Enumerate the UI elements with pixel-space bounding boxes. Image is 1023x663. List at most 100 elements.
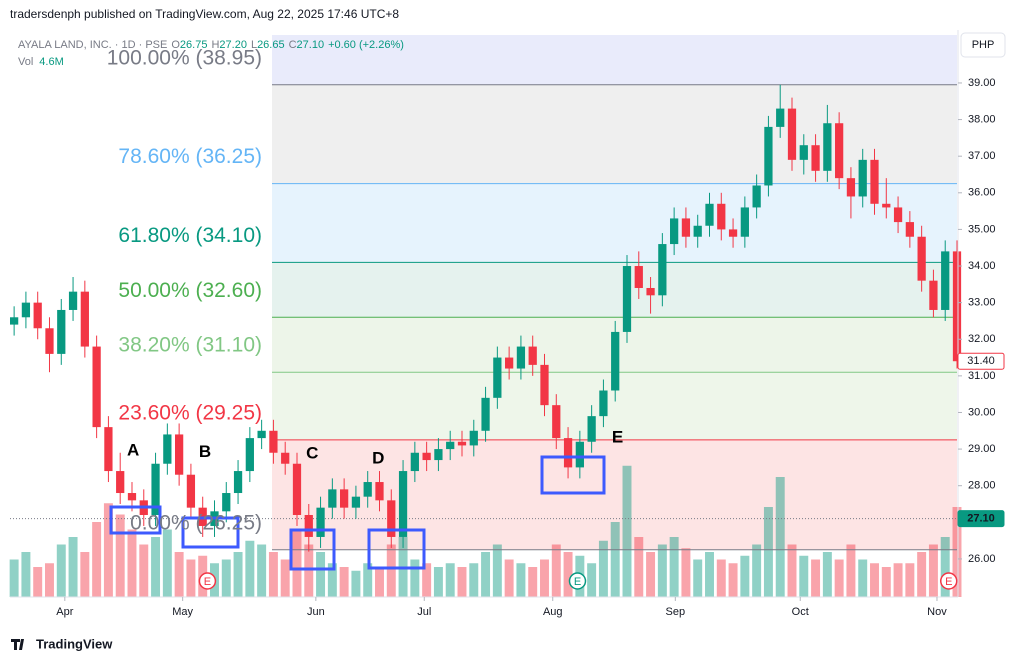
candle-body bbox=[552, 405, 561, 439]
candle-body bbox=[257, 430, 266, 439]
candle-body bbox=[905, 222, 914, 237]
legend: AYALA LAND, INC. · 1D · PSE O26.75 H27.20 L… bbox=[18, 39, 404, 51]
candle-body bbox=[68, 291, 78, 310]
x-tick-label: Aug bbox=[543, 606, 563, 618]
box-e bbox=[540, 455, 606, 495]
y-tick-label: 35.00 bbox=[968, 223, 996, 235]
candle-body bbox=[351, 496, 361, 508]
y-tick-label: 39.00 bbox=[968, 77, 996, 89]
y-tick-label: 32.00 bbox=[968, 333, 996, 345]
candle-body bbox=[233, 471, 243, 494]
candle-body bbox=[281, 452, 290, 464]
volume-bar bbox=[45, 563, 54, 597]
candle-body bbox=[328, 489, 337, 508]
y-tick-label: 30.00 bbox=[968, 406, 996, 418]
candle-body bbox=[186, 474, 196, 508]
legend-key: H bbox=[211, 39, 219, 51]
candle-body bbox=[846, 178, 856, 197]
volume-bar bbox=[775, 477, 785, 597]
volume-bar bbox=[351, 570, 361, 597]
volume-bar bbox=[422, 563, 432, 597]
candle-body bbox=[658, 244, 667, 296]
legend-symbol: AYALA LAND, INC. · 1D · PSE bbox=[18, 39, 167, 51]
volume-bar bbox=[469, 563, 479, 597]
annotation: A bbox=[127, 440, 139, 459]
volume-bar bbox=[339, 567, 349, 597]
candle-body bbox=[599, 390, 608, 417]
volume-bar bbox=[457, 567, 467, 597]
candle-body bbox=[622, 266, 632, 332]
y-tick-label: 33.00 bbox=[968, 297, 996, 309]
volume-bar bbox=[952, 507, 962, 597]
earnings-marker bbox=[939, 572, 958, 590]
annotation: C bbox=[306, 443, 318, 462]
legend-value: 27.10 bbox=[297, 39, 325, 51]
volume-bar bbox=[92, 522, 102, 597]
header: tradersdenph published on TradingView.co… bbox=[10, 7, 399, 21]
candle-body bbox=[104, 427, 113, 472]
volume-bar bbox=[410, 559, 420, 597]
volume-bar bbox=[292, 529, 302, 597]
volume-bar bbox=[587, 563, 597, 597]
x-tick-label: Apr bbox=[56, 606, 73, 618]
price-label: 27.10 bbox=[967, 513, 995, 525]
annotation-boxes bbox=[109, 455, 606, 571]
currency-button[interactable] bbox=[960, 32, 1006, 58]
volume-bar bbox=[716, 559, 726, 597]
fib-label: 0.00% (26.25) bbox=[130, 511, 262, 534]
earnings-label: E bbox=[204, 576, 211, 588]
candle-body bbox=[929, 280, 938, 310]
volume-bar bbox=[740, 555, 750, 597]
volume-bar bbox=[763, 507, 773, 597]
fib-label: 100.00% (38.95) bbox=[107, 46, 262, 69]
candle-body bbox=[245, 438, 254, 472]
candle-body bbox=[410, 452, 419, 472]
footer-logo bbox=[11, 639, 24, 650]
x-tick-label: Oct bbox=[792, 606, 809, 618]
candle-layer bbox=[10, 84, 962, 552]
volume-bar bbox=[846, 544, 856, 597]
candle-body bbox=[693, 225, 702, 237]
earnings-label: E bbox=[574, 576, 581, 588]
candle-body bbox=[575, 441, 584, 468]
volume-bar bbox=[516, 563, 526, 597]
candle-body bbox=[776, 108, 785, 127]
volume-bar bbox=[610, 522, 620, 597]
overlay: 100.00% (38.95) 78.60% (36.25) 61.80% (34.… bbox=[107, 46, 958, 590]
y-tick-label: 38.00 bbox=[968, 113, 996, 125]
candle-body bbox=[811, 145, 820, 171]
legend-volume: Vol 4.6M bbox=[18, 56, 64, 68]
volume-bar bbox=[657, 544, 667, 597]
volume-bar bbox=[881, 567, 891, 597]
x-tick-label: Jun bbox=[307, 606, 325, 618]
footer: TradingView bbox=[36, 636, 113, 651]
candle-body bbox=[717, 203, 726, 230]
legend-volume-key: Vol bbox=[18, 56, 33, 68]
x-tick-label: May bbox=[172, 606, 193, 618]
candle-body bbox=[21, 302, 31, 318]
fib-band bbox=[272, 183, 957, 263]
y-tick-label: 34.00 bbox=[968, 260, 996, 272]
fib-label: 78.60% (36.25) bbox=[118, 145, 262, 168]
volume-bar bbox=[316, 552, 326, 597]
volume-bar bbox=[528, 567, 538, 597]
candle-body bbox=[611, 331, 620, 391]
candle-body bbox=[387, 500, 396, 537]
fib-band bbox=[272, 35, 957, 85]
candle-body bbox=[45, 328, 54, 354]
volume-bar bbox=[905, 563, 915, 597]
candle-body bbox=[116, 471, 125, 494]
candle-body bbox=[823, 123, 832, 171]
earnings-label: E bbox=[945, 576, 952, 588]
candle-body bbox=[340, 489, 349, 508]
volume-bar bbox=[822, 552, 832, 597]
volume-bar bbox=[268, 552, 278, 597]
volume-bar bbox=[304, 544, 314, 597]
volume-bar bbox=[540, 559, 549, 597]
x-tick-label: Jul bbox=[417, 606, 431, 618]
legend-key: C bbox=[289, 39, 297, 51]
volume-bar bbox=[646, 552, 656, 597]
volume-bar bbox=[563, 552, 573, 597]
volume-bar bbox=[162, 529, 172, 597]
